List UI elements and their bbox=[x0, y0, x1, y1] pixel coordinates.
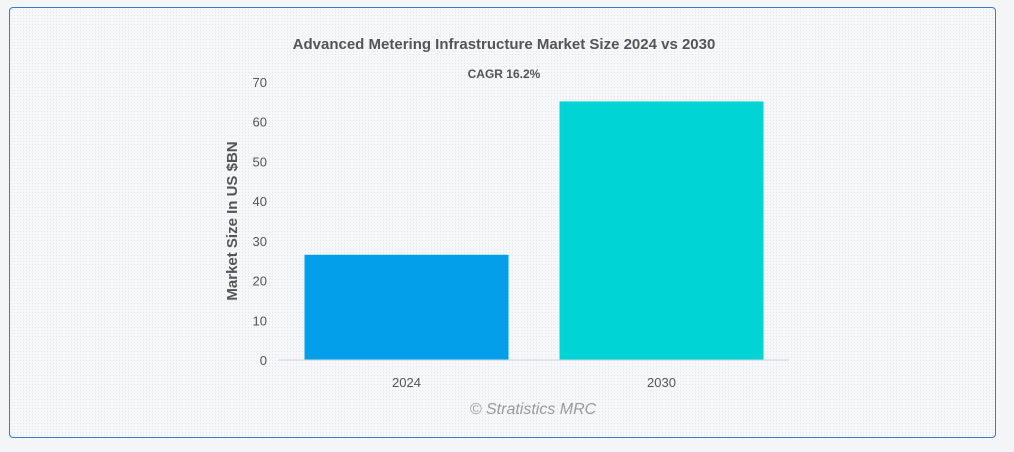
y-tick-label: 30 bbox=[253, 234, 267, 249]
bar-2024 bbox=[304, 254, 509, 360]
x-tick-label: 2030 bbox=[647, 375, 676, 390]
x-tick-label: 2024 bbox=[392, 375, 421, 390]
y-tick-label: 0 bbox=[260, 353, 267, 368]
chart-title: Advanced Metering Infrastructure Market … bbox=[293, 36, 716, 53]
y-tick-label: 40 bbox=[253, 194, 267, 209]
y-tick-label: 50 bbox=[253, 154, 267, 169]
y-tick-label: 70 bbox=[253, 75, 267, 90]
x-axis-ticks: 2024 2030 bbox=[392, 375, 676, 390]
y-axis-ticks: 0 10 20 30 40 50 60 70 bbox=[253, 75, 267, 368]
chart-frame bbox=[9, 7, 996, 438]
watermark: © Stratistics MRC bbox=[470, 401, 597, 418]
y-tick-label: 10 bbox=[253, 313, 267, 328]
bars bbox=[304, 101, 764, 361]
bar-2030 bbox=[559, 101, 764, 361]
y-tick-label: 60 bbox=[253, 115, 267, 130]
y-tick-label: 20 bbox=[253, 274, 267, 289]
y-axis-label: Market Size In US $BN bbox=[224, 141, 241, 300]
chart-subtitle: CAGR 16.2% bbox=[468, 67, 541, 81]
